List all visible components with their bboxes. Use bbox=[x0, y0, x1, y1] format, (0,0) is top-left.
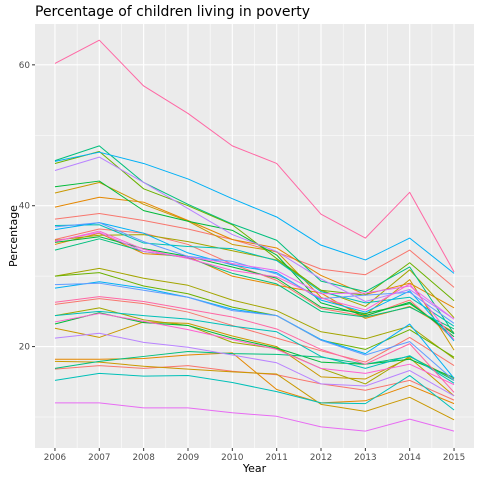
series-line bbox=[54, 230, 455, 340]
x-axis: 2006 2007 2008 2009 2010 2011 2012 2013 2014 2015 bbox=[44, 448, 465, 463]
series-line bbox=[54, 231, 455, 320]
series-line bbox=[54, 238, 455, 330]
series-line bbox=[54, 196, 455, 309]
series-line bbox=[54, 39, 455, 273]
series-line bbox=[54, 222, 455, 342]
x-tick-label: 2006 bbox=[44, 453, 67, 463]
series-line bbox=[54, 282, 455, 381]
y-tick-label: 60 bbox=[19, 61, 31, 71]
series-line bbox=[54, 224, 455, 327]
series-line bbox=[54, 351, 455, 381]
major-gridlines bbox=[35, 24, 474, 448]
series-line bbox=[54, 151, 455, 274]
chart-title: Percentage of children living in poverty bbox=[35, 4, 310, 20]
x-tick-label: 2013 bbox=[354, 453, 376, 463]
y-axis-title: Percentage bbox=[7, 205, 20, 267]
x-tick-label: 2012 bbox=[310, 453, 332, 463]
series-line bbox=[54, 332, 455, 397]
series-line bbox=[54, 156, 455, 320]
series-line bbox=[54, 372, 455, 411]
y-tick-label: 20 bbox=[19, 343, 31, 353]
series-line bbox=[54, 212, 455, 288]
series-line bbox=[54, 281, 455, 379]
x-tick-label: 2010 bbox=[221, 453, 244, 463]
x-tick-label: 2011 bbox=[265, 453, 287, 463]
series-line bbox=[54, 298, 455, 367]
series-line bbox=[54, 360, 455, 421]
y-axis: 20 40 60 bbox=[19, 61, 35, 353]
series-line bbox=[54, 234, 455, 319]
series-lines bbox=[54, 39, 455, 432]
series-line bbox=[54, 310, 455, 384]
y-tick-label: 40 bbox=[19, 202, 31, 212]
x-tick-label: 2007 bbox=[88, 453, 110, 463]
x-tick-label: 2009 bbox=[177, 453, 199, 463]
x-tick-label: 2015 bbox=[443, 453, 465, 463]
x-tick-label: 2014 bbox=[399, 453, 422, 463]
series-line bbox=[54, 312, 455, 386]
series-line bbox=[54, 145, 455, 335]
series-line bbox=[54, 272, 455, 358]
series-line bbox=[54, 222, 455, 324]
series-line bbox=[54, 296, 455, 393]
series-line bbox=[54, 236, 455, 335]
x-tick-label: 2008 bbox=[132, 453, 154, 463]
series-line bbox=[54, 267, 455, 359]
x-axis-title: Year bbox=[242, 462, 267, 475]
minor-gridlines bbox=[35, 24, 474, 448]
series-line bbox=[54, 402, 455, 432]
